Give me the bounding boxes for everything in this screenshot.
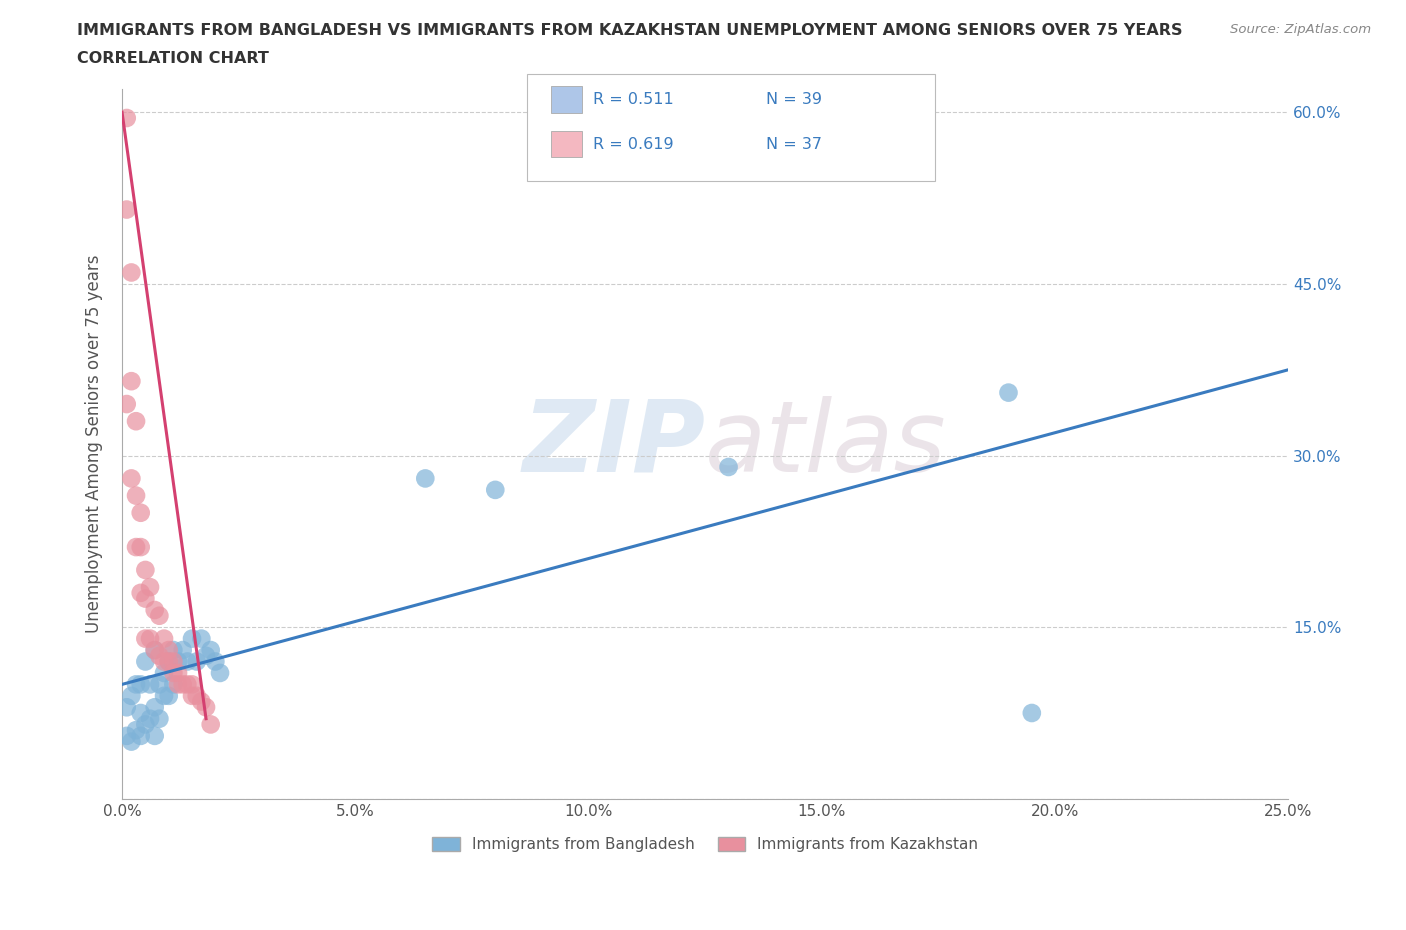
Point bbox=[195, 700, 218, 715]
Point bbox=[200, 643, 222, 658]
Legend: Immigrants from Bangladesh, Immigrants from Kazakhstan: Immigrants from Bangladesh, Immigrants f… bbox=[426, 831, 984, 858]
Point bbox=[153, 688, 176, 703]
Point bbox=[129, 585, 152, 600]
Point bbox=[162, 677, 184, 692]
Point bbox=[143, 603, 166, 618]
Point bbox=[167, 677, 190, 692]
Point bbox=[186, 654, 208, 669]
Point bbox=[190, 631, 212, 646]
Point bbox=[181, 677, 204, 692]
Point bbox=[134, 631, 156, 646]
Point bbox=[200, 717, 222, 732]
Point bbox=[157, 688, 180, 703]
Point bbox=[115, 396, 138, 411]
Point bbox=[153, 654, 176, 669]
Point bbox=[148, 608, 170, 623]
Point bbox=[157, 643, 180, 658]
Point bbox=[139, 711, 162, 726]
Point bbox=[143, 643, 166, 658]
Point bbox=[120, 374, 142, 389]
Point bbox=[120, 734, 142, 749]
Text: N = 39: N = 39 bbox=[766, 92, 823, 107]
Point bbox=[190, 694, 212, 709]
Point bbox=[148, 711, 170, 726]
Point bbox=[153, 631, 176, 646]
Point bbox=[413, 471, 436, 485]
Point bbox=[181, 688, 204, 703]
Point bbox=[139, 631, 162, 646]
Point bbox=[153, 666, 176, 681]
Point bbox=[167, 654, 190, 669]
Text: ZIP: ZIP bbox=[522, 395, 706, 493]
Text: R = 0.619: R = 0.619 bbox=[593, 137, 673, 152]
Point bbox=[186, 688, 208, 703]
Point bbox=[129, 677, 152, 692]
Point bbox=[115, 728, 138, 743]
Point bbox=[148, 648, 170, 663]
Point bbox=[125, 723, 148, 737]
Text: N = 37: N = 37 bbox=[766, 137, 823, 152]
Point bbox=[134, 591, 156, 606]
Point bbox=[484, 483, 506, 498]
Point bbox=[157, 654, 180, 669]
Point bbox=[167, 666, 190, 681]
Point bbox=[195, 648, 218, 663]
Point bbox=[125, 677, 148, 692]
Point bbox=[125, 488, 148, 503]
Y-axis label: Unemployment Among Seniors over 75 years: Unemployment Among Seniors over 75 years bbox=[86, 255, 103, 633]
Point bbox=[120, 688, 142, 703]
Point bbox=[134, 563, 156, 578]
Point bbox=[129, 539, 152, 554]
Point bbox=[120, 265, 142, 280]
Point bbox=[143, 643, 166, 658]
Point bbox=[120, 471, 142, 485]
Point bbox=[181, 631, 204, 646]
Point bbox=[997, 385, 1019, 400]
Point bbox=[148, 677, 170, 692]
Point bbox=[129, 728, 152, 743]
Text: CORRELATION CHART: CORRELATION CHART bbox=[77, 51, 269, 66]
Point bbox=[162, 666, 184, 681]
Point bbox=[139, 579, 162, 594]
Point bbox=[129, 505, 152, 520]
Point bbox=[143, 700, 166, 715]
Point bbox=[125, 414, 148, 429]
Point bbox=[204, 654, 226, 669]
Point bbox=[134, 654, 156, 669]
Point bbox=[172, 643, 194, 658]
Point bbox=[176, 654, 198, 669]
Point bbox=[208, 666, 231, 681]
Point bbox=[115, 202, 138, 217]
Point bbox=[125, 539, 148, 554]
Point bbox=[134, 717, 156, 732]
Point bbox=[162, 654, 184, 669]
Text: Source: ZipAtlas.com: Source: ZipAtlas.com bbox=[1230, 23, 1371, 36]
Point bbox=[176, 677, 198, 692]
Point bbox=[1021, 706, 1043, 721]
Point bbox=[157, 654, 180, 669]
Point bbox=[115, 111, 138, 126]
Point bbox=[717, 459, 740, 474]
Point bbox=[162, 643, 184, 658]
Text: R = 0.511: R = 0.511 bbox=[593, 92, 673, 107]
Text: IMMIGRANTS FROM BANGLADESH VS IMMIGRANTS FROM KAZAKHSTAN UNEMPLOYMENT AMONG SENI: IMMIGRANTS FROM BANGLADESH VS IMMIGRANTS… bbox=[77, 23, 1182, 38]
Text: atlas: atlas bbox=[706, 395, 946, 493]
Point bbox=[139, 677, 162, 692]
Point bbox=[129, 706, 152, 721]
Point bbox=[143, 728, 166, 743]
Point bbox=[115, 700, 138, 715]
Point bbox=[172, 677, 194, 692]
